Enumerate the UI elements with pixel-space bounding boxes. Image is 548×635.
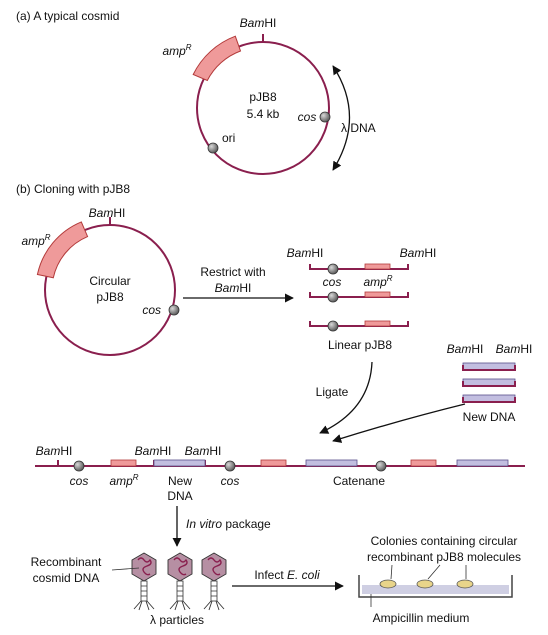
newdna-bamhi-left: BamHI bbox=[447, 342, 484, 356]
section-a-title: (a) A typical cosmid bbox=[16, 9, 119, 23]
catenane-bamhi-1: BamHI bbox=[36, 444, 73, 458]
restrict-label: Restrict with bbox=[200, 265, 265, 279]
catenane-label: Catenane bbox=[333, 474, 385, 488]
newdna-bamhi-right: BamHI bbox=[496, 342, 533, 356]
lambda-dna-arrow bbox=[332, 65, 351, 171]
linear-cos-label: cos bbox=[323, 275, 342, 289]
ligate-arrow-left bbox=[319, 361, 373, 434]
ampicillin-medium-label: Ampicillin medium bbox=[373, 611, 470, 625]
restrict-enzyme-label: BamHI bbox=[215, 281, 252, 295]
bamhi-label-a: BamHI bbox=[240, 16, 277, 30]
bamhi-label-b: BamHI bbox=[89, 206, 126, 220]
plasmid-name-a: pJB8 bbox=[249, 90, 277, 104]
cos-site-a bbox=[319, 111, 331, 123]
catenane-bamhi-2: BamHI bbox=[135, 444, 172, 458]
catenane-cos-label-1: cos bbox=[70, 474, 89, 488]
catenane-cos-2 bbox=[224, 460, 236, 472]
linear-pjb8-label: Linear pJB8 bbox=[328, 338, 392, 352]
catenane-bamhi-3: BamHI bbox=[185, 444, 222, 458]
amp-gene-b bbox=[36, 221, 89, 279]
colony-3 bbox=[456, 579, 474, 589]
recombinant-label-1: Recombinant bbox=[31, 555, 102, 569]
catenane-amp-1 bbox=[110, 459, 137, 467]
amp-gene-a bbox=[192, 35, 242, 82]
new-dna-fragment-3 bbox=[462, 394, 516, 403]
new-dna-fragment-1 bbox=[462, 362, 516, 371]
pjb8-plasmid-a bbox=[192, 34, 331, 175]
circular-label-2: pJB8 bbox=[96, 290, 124, 304]
new-dna-label: New DNA bbox=[463, 410, 516, 424]
section-b-title: (b) Cloning with pJB8 bbox=[16, 182, 130, 196]
catenane-newdna-label-1: New bbox=[168, 474, 192, 488]
catenane-amp-label: ampR bbox=[109, 473, 138, 488]
colony-2 bbox=[416, 579, 434, 589]
linear-fragment-2 bbox=[309, 291, 409, 303]
amp-label-b: ampR bbox=[21, 233, 50, 248]
amp-label-a: ampR bbox=[162, 43, 191, 58]
in-vitro-label: In vitro package bbox=[186, 517, 271, 531]
ori-label-a: ori bbox=[222, 131, 235, 145]
lambda-particle-3 bbox=[201, 552, 227, 611]
catenane-newdna-3 bbox=[456, 459, 509, 467]
petri-dish bbox=[358, 575, 513, 598]
ligate-arrow-right bbox=[332, 403, 466, 443]
lambda-dna-label: λ DNA bbox=[341, 121, 376, 135]
catenane-amp-2 bbox=[260, 459, 287, 467]
colonies-label-2: recombinant pJB8 molecules bbox=[367, 550, 521, 564]
catenane-molecule bbox=[35, 459, 525, 472]
ligate-label: Ligate bbox=[316, 385, 349, 399]
infect-label: Infect E. coli bbox=[254, 568, 320, 582]
linear-fragment-1 bbox=[309, 263, 409, 275]
lambda-particles bbox=[131, 552, 227, 611]
circular-label-1: Circular bbox=[89, 274, 130, 288]
linear-fragment-3 bbox=[309, 320, 409, 332]
lambda-particle-2 bbox=[167, 552, 193, 611]
catenane-newdna-2 bbox=[305, 459, 358, 467]
ori-site-a bbox=[207, 142, 219, 154]
recombinant-leader bbox=[111, 567, 140, 571]
cos-label-a: cos bbox=[298, 110, 317, 124]
cos-site-b bbox=[168, 304, 180, 316]
catenane-amp-3 bbox=[410, 459, 437, 467]
recombinant-label-2: cosmid DNA bbox=[33, 571, 100, 585]
catenane-cos-3 bbox=[375, 460, 387, 472]
catenane-newdna-label-2: DNA bbox=[167, 489, 192, 503]
new-dna-fragment-2 bbox=[462, 378, 516, 387]
linear-bamhi-left: BamHI bbox=[287, 246, 324, 260]
colony-leaders bbox=[390, 564, 467, 580]
lambda-particles-label: λ particles bbox=[150, 613, 204, 627]
linear-bamhi-right: BamHI bbox=[400, 246, 437, 260]
cos-label-b: cos bbox=[142, 303, 161, 317]
lambda-particle-1 bbox=[131, 552, 157, 611]
catenane-cos-1 bbox=[73, 460, 85, 472]
colony-1 bbox=[379, 579, 397, 589]
linear-pjb8-fragments bbox=[309, 263, 409, 332]
linear-amp-label: ampR bbox=[363, 274, 392, 289]
pjb8-plasmid-b bbox=[36, 217, 180, 356]
catenane-cos-label-2: cos bbox=[221, 474, 240, 488]
colonies-label-1: Colonies containing circular bbox=[371, 534, 518, 548]
plasmid-size-a: 5.4 kb bbox=[247, 107, 280, 121]
catenane-newdna-1 bbox=[153, 459, 206, 467]
new-dna-fragments bbox=[462, 362, 516, 403]
